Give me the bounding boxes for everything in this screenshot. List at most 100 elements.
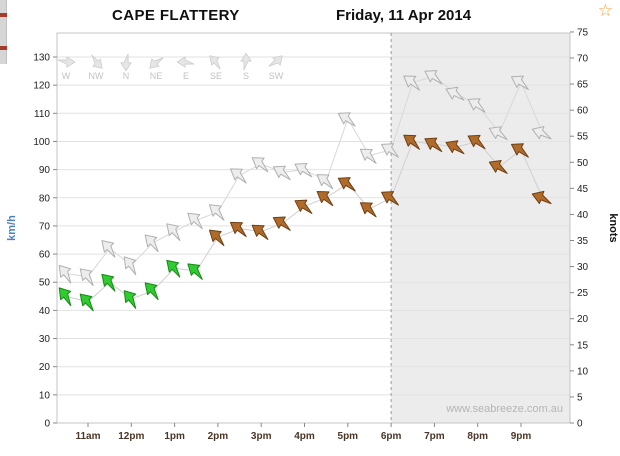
legend-arrow-e-icon	[176, 56, 195, 68]
gust-wind-arrow	[272, 165, 291, 181]
avg-wind-arrow-moderate	[187, 263, 203, 280]
knots-tick-label: 35	[577, 236, 589, 247]
gust-wind-arrow	[424, 70, 443, 85]
time-tick-label: 7pm	[424, 431, 445, 442]
knots-tick-label: 20	[577, 314, 589, 325]
watermark: www.seabreeze.com.au	[445, 403, 563, 415]
knots-tick-label: 50	[577, 158, 589, 169]
avg-wind-arrow-strong	[251, 224, 269, 240]
avg-wind-arrow-moderate	[101, 273, 116, 292]
time-tick-label: 8pm	[467, 431, 488, 442]
knots-tick-label: 10	[577, 366, 589, 377]
kmh-tick-label: 80	[39, 193, 51, 204]
gust-wind-arrow	[445, 86, 465, 101]
avg-wind-arrow-strong	[272, 216, 291, 231]
legend-arrow-se-icon	[209, 55, 221, 70]
time-tick-label: 2pm	[208, 431, 229, 442]
legend-label: SE	[210, 71, 222, 81]
scrollbar-marker	[0, 13, 7, 17]
time-tick-label: 11am	[75, 431, 100, 442]
avg-wind-arrow-strong	[488, 159, 508, 174]
legend-arrow-nw-icon	[91, 54, 103, 69]
kmh-tick-label: 60	[39, 250, 51, 261]
legend-label: NW	[89, 71, 104, 81]
gust-wind-arrow	[403, 75, 421, 91]
time-tick-label: 9pm	[511, 431, 532, 442]
legend-label: SW	[269, 71, 284, 81]
right-axis-label: knots	[607, 213, 619, 242]
favorite-star-icon[interactable]: ☆	[597, 1, 613, 20]
gust-wind-arrow	[79, 268, 94, 287]
knots-tick-label: 70	[577, 54, 589, 65]
station-title: CAPE FLATTERY	[112, 7, 240, 24]
knots-tick-label: 40	[577, 210, 589, 221]
legend-arrow-n-icon	[120, 53, 132, 72]
avg-wind-arrow-strong	[208, 229, 225, 247]
avg-wind-arrow-strong	[381, 191, 399, 206]
avg-wind-arrow-moderate	[58, 287, 72, 307]
forecast-shaded-region	[391, 33, 570, 423]
avg-wind-arrow-strong	[510, 143, 529, 158]
kmh-tick-label: 120	[33, 81, 50, 92]
kmh-tick-label: 110	[34, 109, 50, 120]
avg-wind-arrow-strong	[467, 134, 486, 150]
avg-wind-arrow-strong	[403, 134, 421, 150]
gust-wind-arrow	[58, 264, 72, 284]
kmh-tick-label: 70	[39, 221, 51, 232]
legend-arrow-ne-icon	[149, 57, 164, 69]
gust-wind-arrow	[316, 174, 334, 190]
avg-wind-arrow-strong	[359, 202, 377, 218]
knots-tick-label: 75	[577, 27, 589, 38]
knots-tick-label: 60	[577, 106, 589, 117]
avg-wind-arrow-strong	[531, 190, 552, 205]
legend-label: W	[62, 71, 71, 81]
avg-wind-arrow-moderate	[166, 259, 181, 278]
avg-wind-arrow-moderate	[123, 290, 137, 309]
knots-tick-label: 55	[577, 132, 589, 143]
scrollbar-marker	[0, 46, 7, 50]
knots-tick-label: 25	[577, 288, 589, 299]
knots-tick-label: 65	[577, 80, 589, 91]
kmh-tick-label: 30	[39, 334, 51, 345]
avg-wind-arrow-moderate	[144, 282, 159, 301]
avg-wind-arrow-strong	[445, 140, 465, 155]
gust-wind-arrow	[488, 126, 508, 141]
avg-wind-arrow-strong	[229, 221, 247, 238]
gust-wind-arrow	[510, 75, 529, 91]
gust-wind-arrow	[381, 143, 399, 158]
avg-wind-arrow-strong	[424, 137, 443, 153]
knots-tick-label: 45	[577, 184, 589, 195]
time-tick-label: 1pm	[164, 431, 185, 442]
kmh-tick-label: 130	[33, 53, 50, 64]
legend-arrow-w-icon	[57, 56, 76, 68]
scrollbar-fragment[interactable]	[0, 0, 7, 64]
gust-wind-arrow	[166, 223, 181, 242]
gust-wind-arrow	[208, 204, 225, 221]
avg-wind-arrow-moderate	[79, 293, 94, 312]
legend-label: S	[243, 71, 249, 81]
knots-tick-label: 0	[577, 419, 583, 430]
avg-wind-arrow-strong	[337, 177, 356, 192]
legend-arrow-sw-icon	[268, 55, 283, 67]
time-tick-label: 6pm	[381, 431, 402, 442]
date-title: Friday, 11 Apr 2014	[336, 7, 472, 24]
gust-wind-arrow	[294, 162, 313, 178]
plot-border	[56, 32, 571, 424]
left-axis-label: km/h	[6, 215, 18, 241]
kmh-tick-label: 50	[39, 278, 51, 289]
avg-wind-arrow-strong	[316, 190, 334, 207]
kmh-tick-label: 100	[33, 137, 50, 148]
gust-wind-arrow	[101, 240, 116, 258]
gust-wind-arrow	[229, 168, 247, 184]
gust-wind-arrow	[123, 256, 137, 276]
kmh-tick-label: 40	[39, 306, 51, 317]
time-tick-label: 12pm	[118, 431, 144, 442]
knots-tick-label: 5	[577, 392, 583, 403]
gust-wind-arrow	[359, 148, 377, 164]
knots-tick-label: 15	[577, 340, 589, 351]
legend-arrow-s-icon	[240, 52, 252, 71]
legend-label: E	[183, 71, 189, 81]
kmh-tick-label: 10	[39, 390, 51, 401]
kmh-tick-label: 20	[39, 362, 51, 373]
